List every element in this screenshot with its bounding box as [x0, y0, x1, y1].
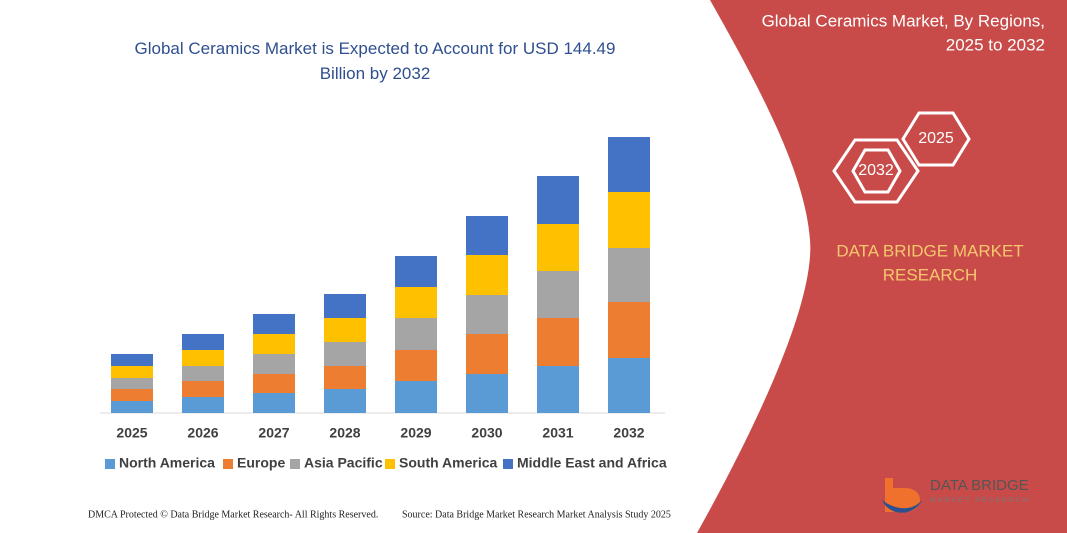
bar-segment	[608, 248, 650, 302]
bar-segment	[111, 401, 153, 413]
bar-segment	[537, 224, 579, 271]
x-tick-label: 2030	[471, 425, 502, 441]
bar-segment	[111, 366, 153, 378]
legend-label: North America	[119, 455, 215, 471]
bar-segment	[182, 366, 224, 381]
bar-segment	[253, 314, 295, 334]
bar-segment	[608, 358, 650, 413]
bar-segment	[395, 318, 437, 350]
bar-segment	[253, 393, 295, 413]
bar-segment	[253, 354, 295, 374]
chart-title: Global Ceramics Market is Expected to Ac…	[135, 39, 616, 83]
logo-mark	[882, 500, 922, 513]
legend-swatch	[385, 459, 395, 469]
bar-segment	[608, 302, 650, 358]
x-tick-label: 2029	[400, 425, 431, 441]
hex-label: 2032	[858, 162, 894, 179]
legend-swatch	[290, 459, 300, 469]
legend-swatch	[105, 459, 115, 469]
footer-right: Source: Data Bridge Market Research Mark…	[402, 509, 671, 520]
bar-segment	[395, 381, 437, 413]
hexagon	[851, 148, 902, 194]
bar-segment	[111, 378, 153, 389]
x-tick-label: 2032	[613, 425, 644, 441]
legend-label: Middle East and Africa	[517, 455, 667, 471]
brand-text: DATA BRIDGE MARKET	[836, 241, 1023, 260]
hex-label: 2025	[918, 130, 954, 147]
bar-segment	[608, 192, 650, 248]
logo: DATA BRIDGE MARKET RESEARCH	[882, 477, 1030, 513]
bar-segment	[395, 350, 437, 381]
legend-label: South America	[399, 455, 497, 471]
x-tick-label: 2027	[258, 425, 289, 441]
side-panel	[697, 0, 1067, 533]
bar-segment	[253, 374, 295, 393]
bar-segment	[253, 334, 295, 354]
panel-title: 2025 to 2032	[946, 35, 1045, 54]
legend-label: Europe	[237, 455, 285, 471]
legend-label: Asia Pacific	[304, 455, 383, 471]
bar-segment	[111, 354, 153, 366]
hexagon	[901, 111, 971, 167]
x-tick-label: 2026	[187, 425, 218, 441]
bar-segment	[324, 318, 366, 342]
bar-segment	[324, 389, 366, 413]
legend-swatch	[503, 459, 513, 469]
x-tick-label: 2031	[542, 425, 573, 441]
hexagon	[832, 138, 920, 204]
logo-mark	[885, 478, 920, 512]
bar-segment	[182, 350, 224, 366]
x-tick-label: 2025	[116, 425, 147, 441]
bar-segment	[537, 318, 579, 366]
brand-text: RESEARCH	[883, 265, 977, 284]
bar-segment	[537, 176, 579, 224]
footer-left: DMCA Protected © Data Bridge Market Rese…	[88, 509, 378, 520]
bar-segment	[182, 397, 224, 413]
bar-segment	[395, 287, 437, 318]
legend-swatch	[223, 459, 233, 469]
bar-segment	[466, 374, 508, 413]
bar-segment	[608, 137, 650, 192]
bar-segment	[324, 366, 366, 389]
bar-segment	[466, 295, 508, 334]
bar-segment	[537, 271, 579, 318]
bar-segment	[324, 342, 366, 366]
bar-segment	[182, 381, 224, 397]
bar-segment	[324, 294, 366, 318]
bar-segment	[395, 256, 437, 287]
bar-segment	[182, 334, 224, 350]
bar-segment	[466, 255, 508, 295]
panel-title: Global Ceramics Market, By Regions,	[762, 11, 1045, 30]
logo-text: DATA BRIDGE	[930, 477, 1029, 494]
bar-segment	[111, 389, 153, 401]
bar-segment	[537, 366, 579, 413]
x-tick-label: 2028	[329, 425, 360, 441]
logo-subtext: MARKET RESEARCH	[930, 497, 1030, 504]
bar-segment	[466, 216, 508, 255]
bar-segment	[466, 334, 508, 374]
